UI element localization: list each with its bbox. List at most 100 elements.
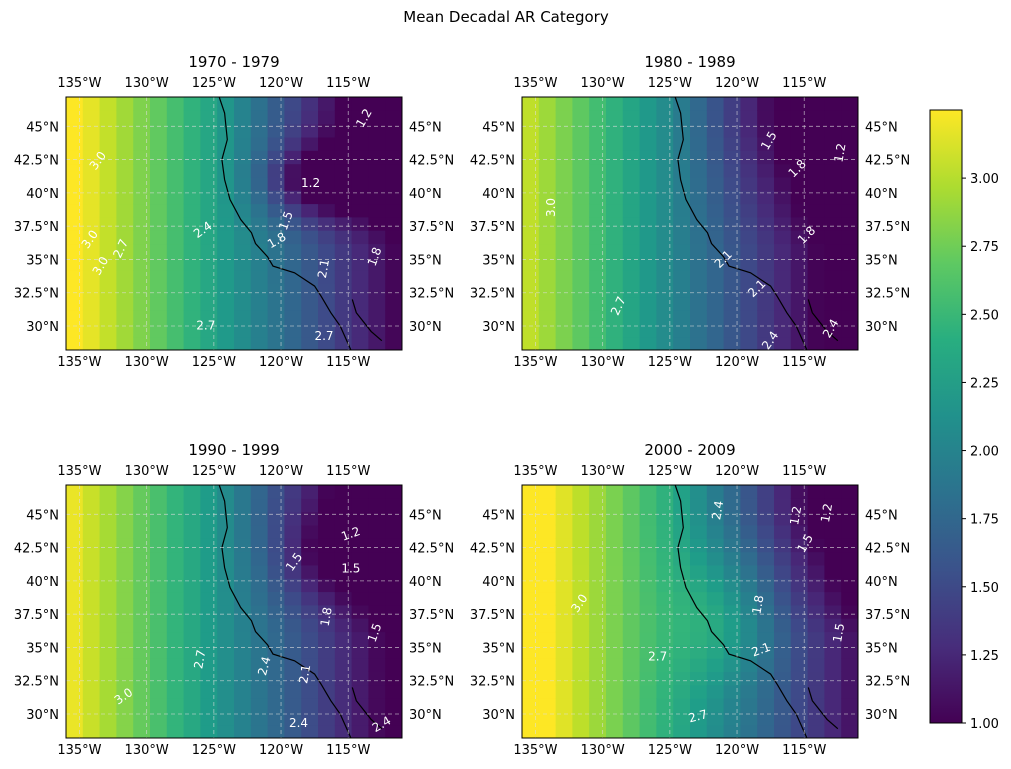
heatmap-cell [99,136,117,151]
heatmap-cell [166,176,185,191]
heatmap-cell [301,564,319,579]
heatmap-cell [824,296,842,311]
heatmap-cell [250,310,269,324]
heatmap-cell [841,256,858,271]
heatmap-cell [807,110,825,125]
colorbar-gradient [929,109,963,724]
heatmap-cell [284,323,302,338]
heatmap-cell [334,671,353,686]
heatmap-cell [234,176,252,191]
heatmap-cell [150,150,168,165]
heatmap-cell [284,658,302,672]
heatmap-cell [790,190,809,205]
heatmap-cell [673,644,691,659]
heatmap-cell [723,230,741,245]
heatmap-cell [606,150,624,165]
heatmap-cell [790,176,809,191]
lat-tick-label: 32.5°N [470,675,515,690]
heatmap-cell [217,310,235,324]
heatmap-cell [841,631,858,646]
heatmap-cell [639,698,657,712]
heatmap-cell [234,684,252,699]
lon-tick-label: 120°W [715,76,759,91]
heatmap-cell [639,256,657,271]
heatmap-cell [166,190,185,205]
heatmap-cell [790,336,809,350]
heatmap-cell [555,190,573,205]
heatmap-cell [555,485,573,499]
heatmap-cell [639,190,657,205]
lon-tick-label: 120°W [259,743,303,758]
heatmap-cell [824,176,842,191]
heatmap-cell [183,110,201,125]
heatmap-cell [824,618,842,633]
heatmap-cell [639,336,657,350]
heatmap-cell [723,136,741,151]
heatmap-cell [318,578,336,593]
heatmap-cell [66,631,84,646]
contour-label: 2.7 [191,649,208,670]
heatmap-cell [318,203,336,218]
heatmap-cell [267,190,285,205]
heatmap-cell [368,336,386,350]
heatmap-cell [538,97,557,111]
heatmap-cell [824,524,842,539]
heatmap-cell [234,110,252,125]
lat-tick-label: 32.5°N [865,287,910,302]
heatmap-cell [150,711,168,726]
heatmap-cell [757,684,775,699]
heatmap-cell [250,256,269,271]
heatmap-cell [183,578,201,593]
heatmap-cell [301,538,319,553]
heatmap-cell [757,724,775,738]
heatmap-cell [740,591,758,606]
heatmap-cell [740,604,758,619]
heatmap-cell [538,485,557,499]
contour-label: 3.0 [544,198,558,217]
contour-label: 2.1 [750,640,773,660]
heatmap-cell [234,243,252,258]
heatmap-cell [116,604,134,619]
heatmap-cell [301,190,319,205]
heatmap-cell [740,498,758,513]
heatmap-cell [301,336,319,350]
heatmap-cell [555,591,573,606]
colorbar-tick-label: 2.50 [970,308,999,323]
heatmap-cell [538,336,557,350]
heatmap-cell [166,724,185,738]
heatmap-cell [774,190,792,205]
heatmap-cell [790,671,809,686]
heatmap-cell [538,123,557,138]
heatmap-cell [250,163,269,178]
heatmap-cell [639,150,657,165]
heatmap-cell [284,150,302,165]
heatmap-cell [318,296,336,311]
panel-title: 1980 - 1989 [644,53,735,71]
heatmap-cell [790,578,809,593]
heatmap-cell [841,644,858,659]
heatmap-cell [757,230,775,245]
heatmap-cell [150,230,168,245]
heatmap-cell [555,163,573,178]
heatmap-cell [183,618,201,633]
heatmap-cell [200,336,218,350]
heatmap-cell [656,150,674,165]
heatmap-cell [318,485,336,499]
heatmap-cell [723,283,741,298]
heatmap-cell [82,564,101,579]
heatmap-cell [116,498,134,513]
heatmap-cell [133,498,151,513]
heatmap-cell [740,296,758,311]
heatmap-cell [234,498,252,513]
heatmap-cell [250,97,269,111]
heatmap-cell [66,123,84,138]
heatmap-cell [790,110,809,125]
heatmap-cell [66,176,84,191]
heatmap-cells [66,485,402,738]
heatmap-cell [368,136,386,151]
lon-tick-label: 115°W [782,355,826,370]
lon-tick-label: 130°W [125,355,169,370]
heatmap-cell [351,230,369,245]
heatmap-cell [284,684,302,699]
heatmap-cell [234,551,252,566]
